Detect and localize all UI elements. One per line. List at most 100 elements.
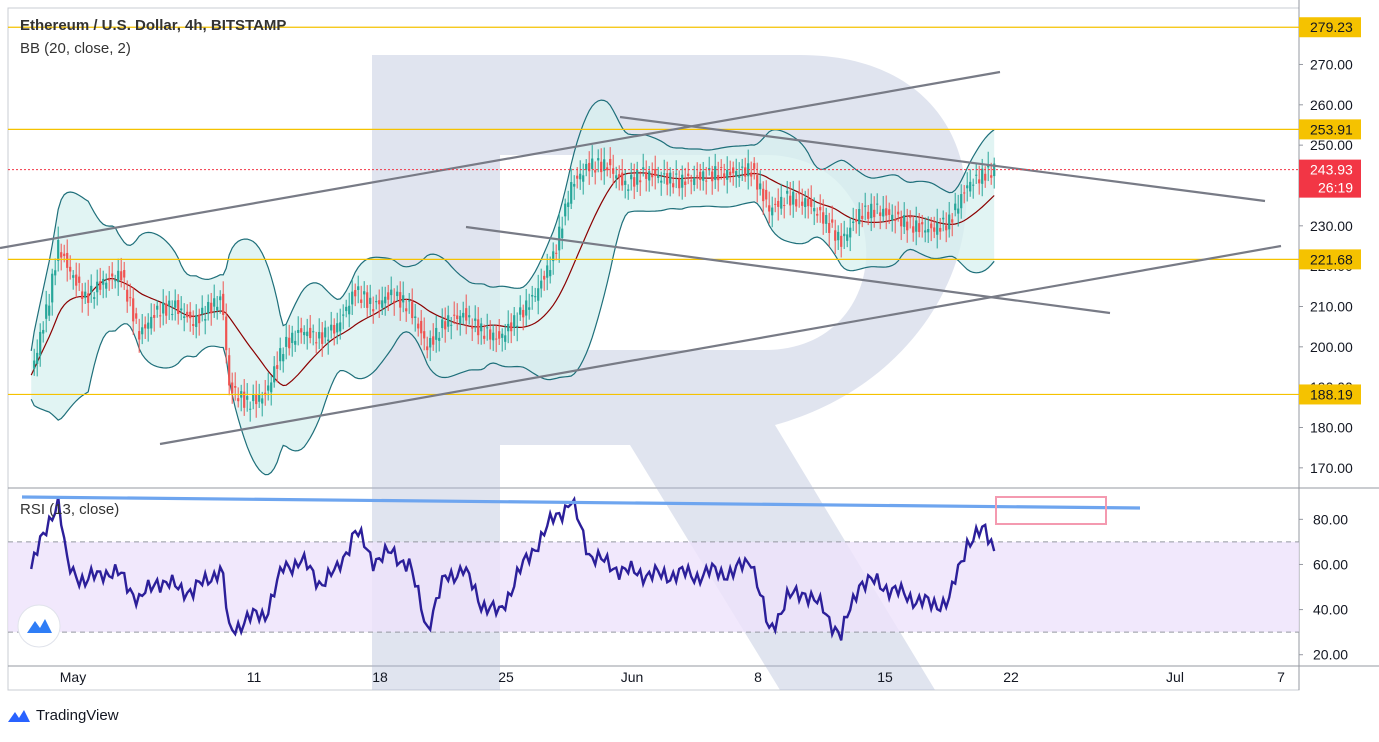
- candle-body: [768, 205, 771, 212]
- candle-body: [333, 324, 336, 334]
- tradingview-badge-icon: [27, 619, 52, 633]
- candle-body: [549, 270, 552, 277]
- candle-body: [177, 300, 180, 315]
- bollinger-band-fill: [31, 100, 995, 475]
- bollinger-upper-line: [30, 99, 995, 351]
- candles-group: [33, 145, 996, 422]
- candle-body: [273, 366, 276, 383]
- candle-body: [363, 291, 366, 295]
- candle-body: [465, 308, 468, 321]
- level-price-label: 279.23: [1310, 19, 1353, 35]
- candle-body: [945, 225, 948, 231]
- time-axis-label: 8: [754, 669, 762, 685]
- chart-title: Ethereum / U.S. Dollar, 4h, BITSTAMP: [20, 17, 287, 34]
- candle-body: [462, 312, 465, 318]
- candle-body: [261, 398, 264, 404]
- candle-body: [270, 382, 273, 393]
- rsi-tick-label: 60.00: [1313, 556, 1348, 572]
- candle-body: [342, 314, 345, 316]
- candle-body: [804, 198, 807, 208]
- candle-body: [645, 171, 648, 179]
- candle-body: [735, 171, 738, 177]
- candle-body: [915, 220, 918, 232]
- candle-body: [288, 337, 291, 349]
- candle-body: [135, 313, 138, 319]
- candle-body: [471, 326, 474, 329]
- candle-body: [948, 214, 951, 230]
- time-axis-label: 22: [1003, 669, 1019, 685]
- candle-body: [159, 315, 162, 317]
- time-axis-label: 7: [1277, 669, 1285, 685]
- candle-body: [924, 230, 927, 233]
- candle-body: [618, 174, 621, 178]
- candle-body: [765, 189, 768, 200]
- candle-body: [450, 324, 453, 326]
- candle-body: [399, 292, 402, 308]
- candle-body: [816, 213, 819, 216]
- candle-body: [423, 331, 426, 339]
- candle-body: [822, 212, 825, 224]
- candle-body: [369, 297, 372, 304]
- candle-body: [894, 219, 897, 221]
- candle-body: [483, 335, 486, 339]
- candle-body: [963, 192, 966, 194]
- candle-body: [957, 208, 960, 214]
- candle-body: [201, 307, 204, 315]
- candle-body: [582, 175, 585, 182]
- candle-body: [600, 161, 603, 173]
- candle-body: [87, 293, 90, 303]
- candle-body: [186, 311, 189, 318]
- candle-body: [969, 181, 972, 192]
- candle-body: [411, 301, 414, 319]
- candle-body: [609, 158, 612, 166]
- candle-body: [357, 286, 360, 291]
- candle-body: [546, 265, 549, 278]
- rsi-band-fill: [8, 541, 1299, 633]
- candle-body: [630, 174, 633, 180]
- candle-body: [585, 163, 588, 170]
- candle-body: [597, 158, 600, 161]
- candle-body: [681, 174, 684, 188]
- candle-body: [873, 209, 876, 218]
- candle-body: [666, 173, 669, 185]
- level-price-label: 221.68: [1310, 251, 1353, 267]
- candle-body: [195, 315, 198, 328]
- candle-body: [165, 303, 168, 316]
- price-tick-label: 180.00: [1310, 419, 1353, 435]
- watermark-logo: [372, 55, 967, 690]
- candle-body: [687, 173, 690, 176]
- candle-body: [435, 327, 438, 340]
- candle-body: [330, 324, 333, 331]
- candle-body: [405, 308, 408, 312]
- candle-body: [291, 332, 294, 344]
- price-tick-label: 200.00: [1310, 339, 1353, 355]
- price-tick-label: 230.00: [1310, 218, 1353, 234]
- candle-body: [96, 281, 99, 293]
- candle-body: [456, 315, 459, 320]
- candle-body: [57, 240, 60, 261]
- candle-body: [732, 167, 735, 174]
- rsi-tick-label: 40.00: [1313, 602, 1348, 618]
- candle-body: [960, 194, 963, 209]
- candle-body: [951, 219, 954, 223]
- candle-body: [642, 167, 645, 170]
- candle-body: [318, 331, 321, 339]
- candle-body: [63, 253, 66, 257]
- candle-body: [339, 322, 342, 332]
- candle-body: [966, 185, 969, 189]
- candle-body: [555, 252, 558, 254]
- candle-body: [372, 309, 375, 312]
- candle-body: [702, 171, 705, 181]
- candle-body: [831, 219, 834, 223]
- candle-body: [378, 300, 381, 305]
- trend-line: [159, 244, 1282, 446]
- candle-body: [606, 167, 609, 171]
- candle-body: [504, 335, 507, 342]
- candle-body: [837, 231, 840, 241]
- candle-body: [918, 223, 921, 233]
- candle-body: [36, 352, 39, 364]
- candle-body: [507, 323, 510, 332]
- candle-body: [327, 339, 330, 342]
- level-price-label: 188.19: [1310, 386, 1353, 402]
